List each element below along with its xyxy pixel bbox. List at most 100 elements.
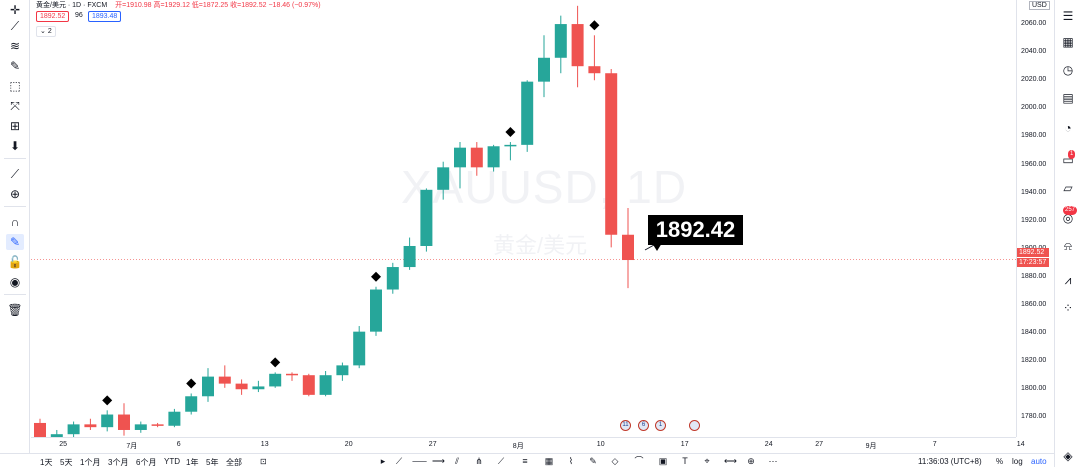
indicators-toggle[interactable]: ⌄ 2 — [36, 26, 56, 37]
brush-icon[interactable]: ✎ — [589, 456, 597, 466]
prediction-tool-icon[interactable]: ⊞ — [9, 119, 21, 133]
horizontal-line-icon[interactable]: ⸺ — [412, 456, 428, 466]
currency-label[interactable]: USD — [1029, 1, 1050, 10]
range-1d[interactable]: 1天 — [40, 458, 53, 467]
fib-tool-icon[interactable]: ≋ — [9, 39, 21, 53]
event-icon[interactable]: 6 — [638, 420, 649, 431]
arc-icon[interactable]: ⌒ — [634, 456, 644, 466]
watermark-name: 黄金/美元 — [493, 233, 588, 258]
candle-body — [470, 147, 483, 168]
cursor-icon[interactable]: ▸ — [380, 456, 386, 466]
price-tick-label: 1980.00 — [1021, 132, 1047, 140]
brush-icon[interactable]: ✎ — [9, 59, 21, 73]
magnet-icon[interactable]: ∩ — [10, 215, 20, 229]
candlestick-chart[interactable] — [31, 0, 1016, 437]
measure-icon[interactable]: ⟷ — [724, 456, 737, 466]
chat-badge: 1 — [1068, 150, 1076, 159]
candle-body — [185, 396, 198, 412]
pin-icon[interactable]: ⌖ — [704, 456, 710, 466]
pitchfork-icon[interactable]: ⋔ — [475, 456, 483, 466]
stay-drawing-icon[interactable]: ✎ — [6, 234, 24, 250]
messages-icon[interactable]: ▱ — [1063, 181, 1073, 195]
sell-price-box[interactable]: 1892.52 — [36, 11, 70, 22]
range-1y[interactable]: 1年 — [186, 458, 199, 467]
buy-price-box[interactable]: 1893.48 — [88, 11, 122, 22]
candle-body — [34, 422, 46, 437]
range-6m[interactable]: 6个月 — [136, 458, 157, 467]
chart-pane[interactable]: XAUUSD, 1D 黄金/美元 — [31, 0, 1016, 437]
candle-body — [504, 144, 517, 147]
gann-icon[interactable]: ▦ — [544, 456, 554, 466]
ruler-icon[interactable]: ⟋ — [10, 167, 20, 181]
log-toggle[interactable]: log — [1012, 457, 1023, 466]
range-3m[interactable]: 3个月 — [108, 458, 129, 467]
range-5y[interactable]: 5年 — [206, 458, 219, 467]
time-tick-label: 20 — [344, 441, 353, 448]
channel-icon[interactable]: ⫽ — [454, 456, 459, 466]
auto-toggle[interactable]: auto — [1031, 457, 1047, 466]
candle-body — [235, 383, 248, 390]
lock-icon[interactable]: 🔓 — [7, 255, 23, 269]
candle-body — [588, 66, 601, 74]
event-icon[interactable]: 1 — [655, 420, 666, 431]
fib-icon[interactable]: ≡ — [522, 456, 528, 466]
streams-icon[interactable]: ◎ — [1062, 211, 1074, 225]
price-axis[interactable]: USD 2060.00 2040.00 2020.00 2000.00 1980.00 1… — [1016, 0, 1054, 437]
screener-icon[interactable]: ▤ — [1062, 91, 1074, 105]
goto-date-icon[interactable]: ⊡ — [260, 457, 267, 466]
candle-body — [454, 147, 466, 168]
candle-body — [370, 289, 382, 332]
ray-icon[interactable]: ⟶ — [432, 456, 445, 466]
event-icon[interactable]: 11 — [620, 420, 631, 431]
calendar-icon[interactable]: ▦ — [1062, 35, 1074, 49]
price-tick-label: 1780.00 — [1021, 413, 1047, 421]
trend-icon[interactable]: ⩘ — [1064, 273, 1072, 287]
image-icon[interactable]: ▣ — [658, 456, 668, 466]
clock-icon[interactable]: ◷ — [1062, 63, 1074, 77]
time-tick-label: 25 — [59, 441, 67, 448]
trend-icon[interactable]: ⟋ — [497, 456, 505, 466]
candle-body — [386, 267, 399, 290]
trend-line-icon[interactable]: ⟋ — [10, 19, 20, 33]
line-icon[interactable]: ⟋ — [395, 456, 403, 466]
range-ytd[interactable]: YTD — [164, 457, 180, 466]
candle-body — [571, 24, 584, 67]
zoom-icon[interactable]: ⊕ — [747, 456, 755, 466]
price-tick-label: 1860.00 — [1021, 300, 1047, 308]
grid-icon[interactable]: ⁘ — [1062, 301, 1074, 315]
zoom-in-icon[interactable]: ⊕ — [9, 187, 21, 201]
crosshair-icon[interactable]: ✛ — [9, 3, 21, 17]
price-tick-label: 1960.00 — [1021, 160, 1047, 168]
pattern-icon[interactable]: ⌇ — [568, 456, 574, 466]
range-5d[interactable]: 5天 — [60, 458, 73, 467]
notifications-badge: 257 — [1063, 206, 1078, 215]
shape-icon[interactable]: ◇ — [611, 456, 619, 466]
clock-display[interactable]: 11:36:03 (UTC+8) — [918, 457, 982, 466]
time-axis[interactable]: 25 7月 6 13 20 27 8月 10 17 24 27 9月 7 14 — [31, 437, 1025, 453]
time-tick-label: 8月 — [512, 443, 524, 450]
price-tick-label: 1800.00 — [1021, 385, 1047, 393]
arrow-down-icon[interactable]: ⬇ — [9, 139, 21, 153]
pattern-tool-icon[interactable]: ⤧ — [10, 99, 20, 113]
bell-icon[interactable]: ⍾ — [1064, 239, 1072, 253]
text-tool-icon[interactable]: ⬚ — [9, 79, 21, 93]
layers-icon[interactable]: ◈ — [1063, 449, 1073, 463]
candle-body — [252, 386, 265, 390]
chat-icon[interactable]: ▭ — [1062, 153, 1074, 167]
event-icon[interactable] — [689, 420, 700, 431]
candle-body — [84, 424, 97, 428]
chart-legend: 黄金/美元 · 1D · FXCM 开=1910.98 高=1929.12 低=… — [36, 0, 321, 10]
range-all[interactable]: 全部 — [226, 458, 242, 467]
more-icon[interactable]: ⋯ — [768, 456, 778, 466]
percent-toggle[interactable]: % — [996, 457, 1004, 466]
trash-icon[interactable]: 🗑 — [7, 303, 23, 317]
time-tick-label: 6 — [176, 441, 181, 448]
watchlist-icon[interactable]: ☰ — [1062, 9, 1074, 23]
countdown-tag: 17:23:57 — [1017, 258, 1049, 267]
range-1m[interactable]: 1个月 — [80, 458, 101, 467]
symbol-title[interactable]: 黄金/美元 · 1D · FXCM — [36, 2, 108, 9]
text-icon[interactable]: T — [682, 456, 688, 466]
candle-body — [336, 365, 349, 376]
eye-icon[interactable]: ◉ — [9, 275, 21, 289]
ideas-icon[interactable]: ◔ — [1064, 121, 1072, 135]
